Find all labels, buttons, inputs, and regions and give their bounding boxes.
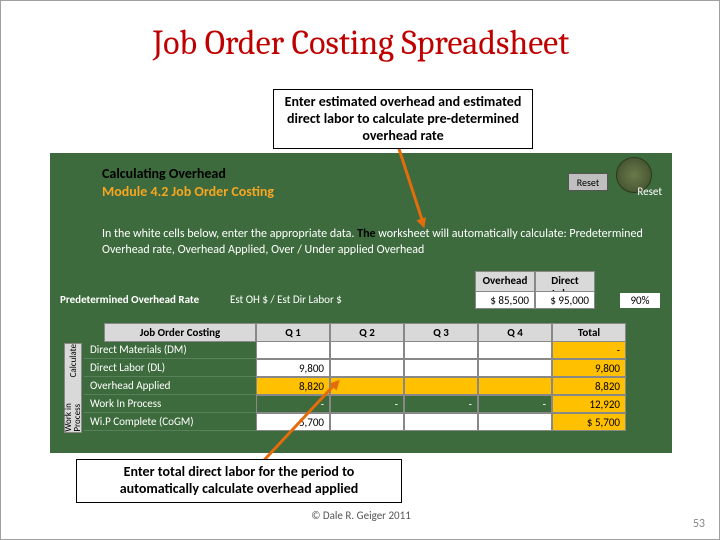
cell-dm-q1[interactable] [256,341,330,359]
cell-cogm-q2[interactable] [330,413,404,431]
header-total: Total [552,323,626,342]
label-cogm: Wi.P Complete (CoGM) [84,413,256,431]
label-wip: Work In Process [84,395,256,413]
rate-label: Predetermined Overhead Rate [60,293,224,306]
row-direct-labor: Direct Labor (DL) 9,800 9,800 [84,359,626,377]
costing-grid: Direct Materials (DM) - Direct Labor (DL… [84,341,626,431]
cell-dm-q4[interactable] [478,341,552,359]
input-est-direct-labor[interactable]: $ 95,000 [535,291,595,309]
job-order-costing-header-row: Job Order Costing Q 1 Q 2 Q 3 Q 4 Total [104,323,626,342]
cell-oa-q1: 8,820 [256,377,330,395]
row-cogm: Wi.P Complete (CoGM) 5,700 $ 5,700 [84,413,626,431]
slide: Job Order Costing Spreadsheet Enter esti… [0,0,720,540]
header-q4: Q 4 [478,323,552,342]
cell-dl-q2[interactable] [330,359,404,377]
cell-cogm-total: $ 5,700 [552,413,626,431]
cell-wip-q3: - [404,395,478,413]
side-label-2: Work in Process [64,377,82,432]
instructions-part-b: The [357,227,375,241]
rate-formula: Est OH $ / Est Dir Labor $ [230,293,380,306]
spreadsheet: Calculating Overhead Module 4.2 Job Orde… [50,153,672,453]
cell-dm-q3[interactable] [404,341,478,359]
cell-cogm-q4[interactable] [478,413,552,431]
side-label-1: Calculate [69,344,78,377]
page-title: Job Order Costing Spreadsheet [1,23,720,63]
page-number: 53 [693,517,705,531]
row-overhead-applied: Overhead Applied 8,820 8,820 [84,377,626,395]
cell-oa-q4 [478,377,552,395]
label-dm: Direct Materials (DM) [84,341,256,359]
header-q3: Q 3 [404,323,478,342]
cell-dl-q3[interactable] [404,359,478,377]
instructions-part-a: In the white cells below, enter the appr… [102,227,357,241]
rate-input-cells: $ 85,500 $ 95,000 [475,291,595,309]
cell-dl-q1[interactable]: 9,800 [256,359,330,377]
header-q1: Q 1 [256,323,330,342]
cell-dl-q4[interactable] [478,359,552,377]
cell-oa-total: 8,820 [552,377,626,395]
input-est-overhead[interactable]: $ 85,500 [475,291,535,309]
section-heading-calc-overhead: Calculating Overhead [102,165,226,182]
cell-oa-q3 [404,377,478,395]
label-dl: Direct Labor (DL) [84,359,256,377]
callout-bottom: Enter total direct labor for the period … [76,459,402,503]
cell-oa-q2 [330,377,404,395]
side-label: Calculate Work in Process [64,343,82,433]
callout-top: Enter estimated overhead and estimated d… [273,89,533,149]
header-joc: Job Order Costing [104,323,256,342]
row-direct-materials: Direct Materials (DM) - [84,341,626,359]
label-oa: Overhead Applied [84,377,256,395]
copyright: © Dale R. Geiger 2011 [1,509,720,522]
cell-cogm-q3[interactable] [404,413,478,431]
cell-dl-total: 9,800 [552,359,626,377]
cell-wip-q2: - [330,395,404,413]
header-q2: Q 2 [330,323,404,342]
instructions-text: In the white cells below, enter the appr… [102,227,652,258]
reset-button[interactable]: Reset [568,173,608,191]
cell-wip-total: 12,920 [552,395,626,413]
module-label: Module 4.2 Job Order Costing [102,183,274,200]
cell-dm-total: - [552,341,626,359]
overhead-rate-pct: 90% [620,293,660,308]
cell-wip-q4: - [478,395,552,413]
row-work-in-process: Work In Process - - - - 12,920 [84,395,626,413]
cell-dm-q2[interactable] [330,341,404,359]
reset-label: Reset [637,185,662,198]
